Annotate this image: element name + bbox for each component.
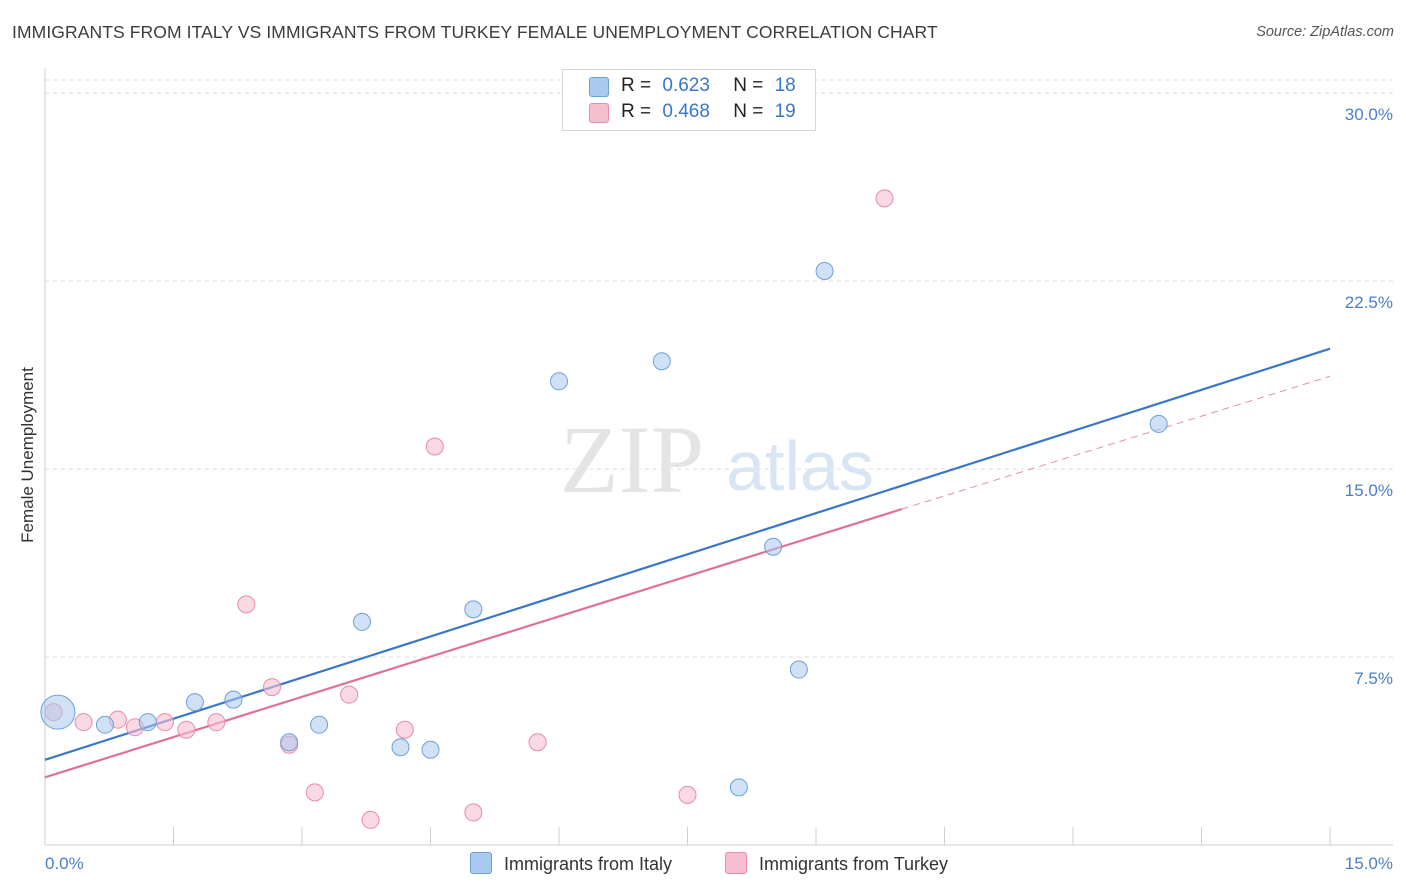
turkey-point xyxy=(155,713,174,732)
turkey-n-label: N = xyxy=(733,101,764,122)
italy-point xyxy=(224,690,243,709)
grid-lines xyxy=(45,79,1393,658)
italy-point xyxy=(391,738,410,757)
turkey-point xyxy=(528,733,547,752)
turkey-point xyxy=(263,678,282,697)
italy-point xyxy=(421,740,440,759)
legend-item-italy: Immigrants from Italy xyxy=(470,852,672,875)
italy-point xyxy=(789,660,808,679)
turkey-point xyxy=(207,713,226,732)
y-tick-label: 7.5% xyxy=(1354,669,1393,688)
y-tick-label: 30.0% xyxy=(1345,105,1393,124)
data-points xyxy=(40,189,1168,829)
italy-point xyxy=(729,778,748,797)
turkey-point xyxy=(464,803,483,822)
italy-legend-swatch xyxy=(470,852,492,874)
turkey-legend-swatch xyxy=(725,852,747,874)
source-credit: Source: ZipAtlas.com xyxy=(1256,24,1394,40)
italy-legend-label: Immigrants from Italy xyxy=(504,854,673,874)
stats-legend: R = 0.623 N = 18 R = 0.468 N = 19 xyxy=(562,69,816,131)
turkey-point xyxy=(678,785,697,804)
turkey-r-value: 0.468 xyxy=(662,101,710,122)
turkey-trend-extension xyxy=(901,375,1331,510)
italy-point xyxy=(464,600,483,619)
italy-point xyxy=(138,713,157,732)
turkey-point xyxy=(305,783,324,802)
x-tick-label: 0.0% xyxy=(45,854,84,873)
italy-trend-line xyxy=(44,347,1331,761)
y-tick-label: 22.5% xyxy=(1345,293,1393,312)
italy-swatch xyxy=(589,77,609,97)
tick-labels: 7.5% 15.0% 22.5% 30.0% 0.0% 15.0% xyxy=(45,105,1393,873)
axes xyxy=(44,68,1393,846)
watermark-zip: ZIP xyxy=(560,406,704,513)
turkey-point xyxy=(395,720,414,739)
italy-point xyxy=(95,715,114,734)
turkey-point xyxy=(875,189,894,208)
y-tick-label: 15.0% xyxy=(1345,481,1393,500)
italy-point xyxy=(550,372,568,391)
turkey-point xyxy=(237,595,256,614)
turkey-point xyxy=(425,437,444,456)
italy-point xyxy=(185,693,204,712)
watermark: ZIP atlas xyxy=(560,406,874,513)
italy-point xyxy=(310,715,329,734)
turkey-point xyxy=(74,713,93,732)
turkey-swatch xyxy=(589,103,609,123)
turkey-point xyxy=(177,720,196,739)
italy-point xyxy=(40,694,76,730)
italy-point xyxy=(280,733,299,752)
y-axis-label: Female Unemployment xyxy=(18,367,37,543)
turkey-point xyxy=(340,685,359,704)
italy-r-label: R = xyxy=(621,75,652,96)
italy-point xyxy=(352,612,371,631)
chart-title: IMMIGRANTS FROM ITALY VS IMMIGRANTS FROM… xyxy=(12,22,938,42)
italy-point xyxy=(764,537,783,556)
italy-point xyxy=(1149,414,1168,433)
italy-point xyxy=(815,262,834,281)
italy-n-value: 18 xyxy=(774,75,796,96)
x-tick-label: 15.0% xyxy=(1345,854,1393,873)
watermark-atlas: atlas xyxy=(726,427,874,505)
legend-item-turkey: Immigrants from Turkey xyxy=(725,852,948,875)
italy-n-label: N = xyxy=(733,75,764,96)
turkey-point xyxy=(361,810,380,829)
italy-point xyxy=(652,352,671,371)
turkey-r-label: R = xyxy=(621,101,652,122)
italy-r-value: 0.623 xyxy=(662,75,710,96)
turkey-legend-label: Immigrants from Turkey xyxy=(759,854,949,874)
turkey-n-value: 19 xyxy=(774,101,796,122)
